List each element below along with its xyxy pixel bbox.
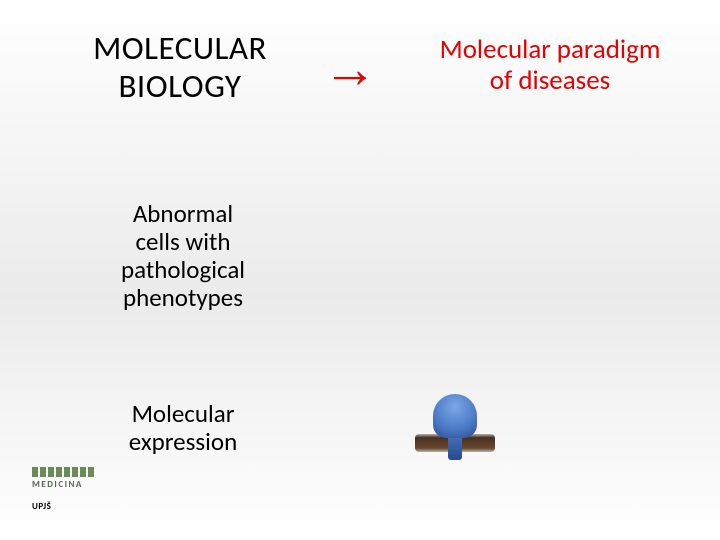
heading-line: BIOLOGY	[118, 66, 241, 106]
protein-structure-icon	[415, 390, 495, 470]
heading-molecular-biology: MOLECULAR BIOLOGY	[60, 30, 300, 106]
text-line: expression	[129, 426, 237, 457]
text-line: Molecular	[132, 398, 235, 429]
text-line: Abnormal	[133, 198, 233, 229]
arrow-glyph: →	[323, 39, 377, 99]
heading-molecular-paradigm: Molecular paradigm of diseases	[420, 34, 680, 96]
logo-text: MEDICINA	[32, 479, 110, 490]
text-molecular-expression: Molecular expression	[98, 400, 268, 456]
logo-subtext: UPJŠ	[32, 501, 51, 512]
text-line: pathological	[121, 254, 245, 285]
heading-line: MOLECULAR	[93, 28, 267, 68]
text-abnormal-cells: Abnormal cells with pathological phenoty…	[88, 200, 278, 312]
text-line: phenotypes	[123, 282, 243, 313]
text-line: cells with	[135, 226, 230, 257]
heading-line: of diseases	[490, 64, 610, 97]
logo-bars-icon	[32, 467, 110, 477]
arrow-icon: →	[323, 38, 377, 100]
medicina-logo: MEDICINA	[32, 467, 110, 490]
heading-line: Molecular paradigm	[440, 33, 661, 66]
